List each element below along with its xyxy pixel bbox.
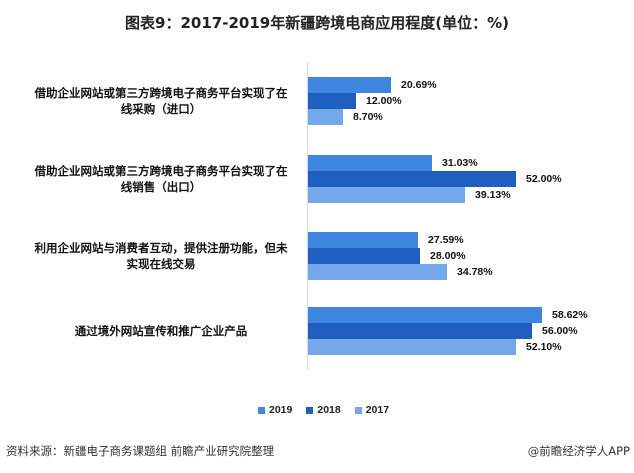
data-label-2018: 56.00% [542, 325, 578, 337]
category-label-line: 通过境外网站宣传和推广企业产品 [74, 324, 248, 338]
legend-item-2018: 2018 [306, 404, 341, 416]
bar-2017 [308, 187, 465, 203]
data-label-2017: 52.10% [526, 341, 562, 353]
legend: 2019 2018 2017 [258, 404, 389, 416]
bar-2018 [308, 248, 420, 264]
legend-swatch-2019 [258, 406, 265, 414]
category-label-line: 线销售（出口） [120, 180, 202, 194]
bar-2018 [308, 323, 532, 339]
category-label: 借助企业网站或第三方跨境电子商务平台实现了在 线采购（进口） [20, 85, 302, 117]
category-label-line: 利用企业网站与消费者互动，提供注册功能，但未 [34, 241, 288, 255]
data-label-2018: 12.00% [366, 95, 402, 107]
bar-2019 [308, 77, 391, 93]
bar-2017 [308, 339, 516, 355]
bar-2017 [308, 109, 343, 125]
bar-2018 [308, 93, 356, 109]
category-label: 通过境外网站宣传和推广企业产品 [20, 323, 302, 339]
legend-label-2019: 2019 [269, 404, 293, 416]
data-label-2019: 27.59% [428, 234, 464, 246]
data-label-2017: 8.70% [353, 111, 383, 123]
legend-item-2017: 2017 [354, 404, 390, 416]
category-label: 借助企业网站或第三方跨境电子商务平台实现了在 线销售（出口） [20, 163, 302, 195]
data-label-2019: 20.69% [401, 79, 437, 91]
chart-title: 图表9：2017-2019年新疆跨境电商应用程度(单位：%) [125, 14, 509, 32]
data-label-2017: 34.78% [457, 266, 493, 278]
bar-2019 [308, 155, 432, 171]
credit-note: @前瞻经济学人APP [527, 444, 630, 458]
category-label: 利用企业网站与消费者互动，提供注册功能，但未 实现在线交易 [20, 240, 302, 272]
category-axis-line [307, 62, 308, 370]
category-label-line: 实现在线交易 [126, 257, 196, 271]
legend-swatch-2017 [354, 406, 362, 414]
category-label-line: 借助企业网站或第三方跨境电子商务平台实现了在 [34, 164, 288, 178]
legend-label-2018: 2018 [317, 404, 341, 416]
data-label-2019: 58.62% [552, 309, 588, 321]
source-note: 资料来源：新疆电子商务课题组 前瞻产业研究院整理 [6, 444, 275, 458]
bar-2018 [308, 171, 516, 187]
legend-item-2019: 2019 [258, 404, 292, 416]
data-label-2018: 52.00% [526, 173, 562, 185]
bar-2019 [308, 307, 542, 323]
data-label-2018: 28.00% [430, 250, 466, 262]
bar-2019 [308, 232, 418, 248]
category-label-line: 借助企业网站或第三方跨境电子商务平台实现了在 [34, 86, 288, 100]
legend-label-2017: 2017 [365, 404, 390, 416]
data-label-2019: 31.03% [442, 157, 478, 169]
bar-2017 [308, 264, 447, 280]
data-label-2017: 39.13% [475, 189, 511, 201]
legend-swatch-2018 [306, 406, 314, 414]
category-label-line: 线采购（进口） [120, 102, 202, 116]
